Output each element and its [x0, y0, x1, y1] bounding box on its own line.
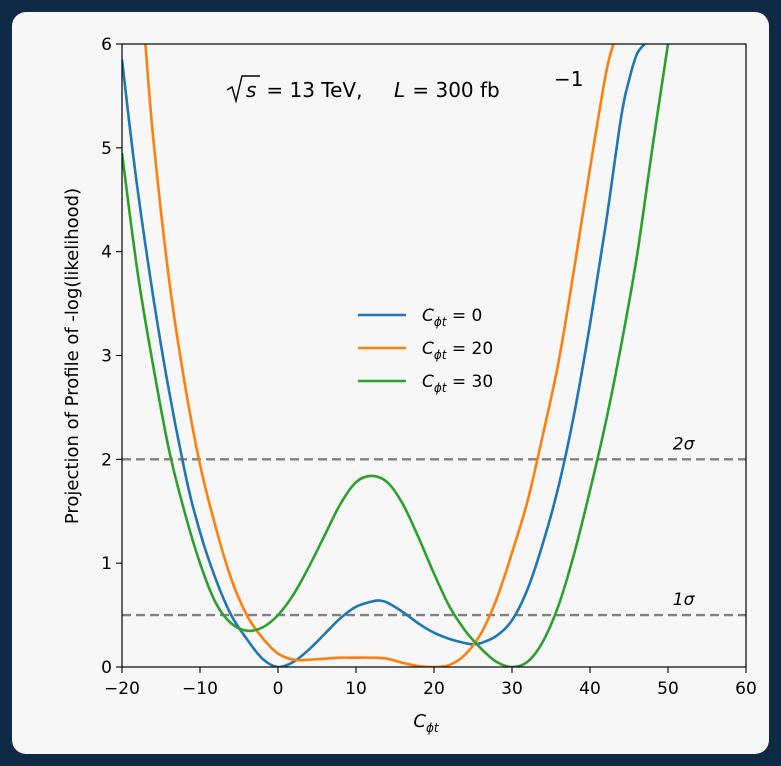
reference-line-label: 1σ [673, 590, 696, 610]
y-tick-label: 2 [101, 450, 112, 470]
legend-label: Cϕt = 30 [422, 372, 493, 395]
reference-labels: 2σ 1σ [673, 434, 696, 610]
reference-line-label: 2σ [673, 434, 696, 454]
legend-label: Cϕt = 20 [422, 339, 493, 362]
reference-lines [122, 458, 746, 617]
x-tick-label: 10 [345, 679, 367, 699]
annotation-lumi-symbol: L [394, 78, 405, 102]
figure-card [12, 12, 769, 754]
series-line-1 [144, 44, 615, 667]
series-line-2 [122, 44, 670, 667]
y-tick-label: 6 [101, 35, 112, 55]
x-tick-label: −10 [182, 679, 218, 699]
sqrt-icon [226, 75, 260, 104]
energy-luminosity-annotation: s = 13 TeV, L = 300 fb −1 [226, 67, 583, 104]
y-tick-label: 4 [101, 243, 112, 263]
series-curves [122, 44, 670, 667]
legend: Cϕt = 0 Cϕt = 20 Cϕt = 30 [358, 306, 493, 395]
annotation-lumi: = 300 fb [406, 78, 500, 102]
y-axis-ticks: 0 1 2 3 4 5 6 [101, 35, 122, 678]
y-tick-label: 5 [101, 139, 112, 159]
legend-label: Cϕt = 0 [422, 306, 482, 329]
y-axis-label: Projection of Profile of -log(likelihood… [62, 188, 83, 524]
x-axis-label-base: C [413, 711, 426, 732]
x-tick-label: 60 [735, 679, 757, 699]
series-line-0 [122, 44, 646, 667]
x-axis-label-sub: ϕt [426, 721, 440, 735]
x-tick-label: 0 [273, 679, 284, 699]
y-tick-label: 3 [101, 347, 112, 367]
x-tick-label: −20 [104, 679, 140, 699]
x-tick-label: 30 [501, 679, 523, 699]
annotation-lumi-exponent: −1 [554, 67, 583, 91]
x-tick-label: 50 [657, 679, 679, 699]
x-tick-label: 40 [579, 679, 601, 699]
x-axis-label: Cϕt [413, 711, 439, 735]
annotation-energy: = 13 TeV, [260, 78, 369, 102]
annotation-sqrt-s: s [246, 78, 256, 102]
x-axis-ticks: −20 −10 0 10 20 30 40 50 60 [104, 667, 757, 699]
x-tick-label: 20 [423, 679, 445, 699]
y-tick-label: 1 [101, 554, 112, 574]
y-tick-label: 0 [101, 658, 112, 678]
